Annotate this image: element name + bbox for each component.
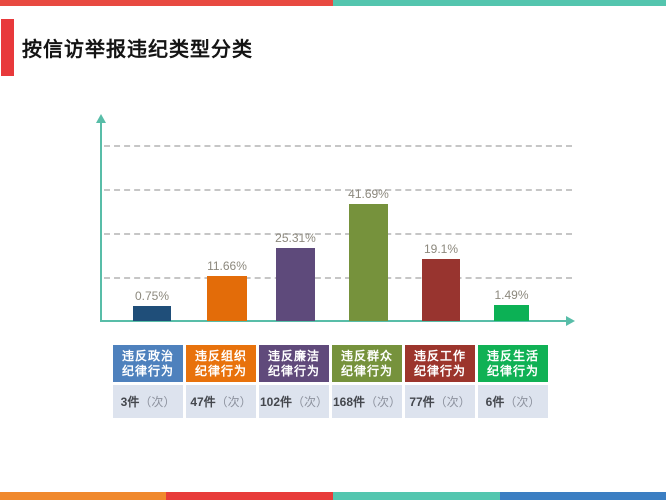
- header-line: 违反群众: [340, 348, 393, 363]
- header-line: 纪律行为: [486, 363, 539, 378]
- count-suffix: （次）: [365, 395, 402, 409]
- table-value-cell: 6件 （次）: [478, 385, 548, 418]
- bar-value-label: 0.75%: [134, 289, 170, 303]
- table-header-work: 违反工作 纪律行为: [405, 345, 475, 382]
- header-line: 违反工作: [413, 348, 466, 363]
- y-axis-arrow-icon: [96, 114, 106, 123]
- header-line: 违反组织: [194, 348, 247, 363]
- table-value-cell: 168件 （次）: [332, 385, 402, 418]
- bar-integrity: 25.31%: [275, 231, 316, 321]
- count-value: 6件: [485, 395, 505, 409]
- count-suffix: （次）: [434, 395, 471, 409]
- bar-organization: 11.66%: [207, 259, 247, 321]
- table-value-cell: 3件 （次）: [113, 385, 183, 418]
- x-axis-line: [100, 320, 566, 322]
- bar-politics: 0.75%: [133, 289, 171, 321]
- header-line: 纪律行为: [121, 363, 174, 378]
- page-title: 按信访举报违纪类型分类: [22, 39, 253, 61]
- table-header-life: 违反生活 纪律行为: [478, 345, 548, 382]
- table-value-cell: 77件 （次）: [405, 385, 475, 418]
- count-value: 168件: [332, 395, 365, 409]
- bottom-stripe-red: [166, 492, 333, 500]
- table-header-masses: 违反群众 纪律行为: [332, 345, 402, 382]
- bar-value-label: 1.49%: [494, 288, 529, 302]
- title-accent-bar: [1, 19, 14, 76]
- table-header-organization: 违反组织 纪律行为: [186, 345, 256, 382]
- y-axis-line: [100, 122, 102, 322]
- bottom-stripe-orange: [0, 492, 166, 500]
- table-header-integrity: 违反廉洁 纪律行为: [259, 345, 329, 382]
- bottom-edge-stripes: [0, 492, 666, 500]
- count-suffix: （次）: [215, 395, 252, 409]
- bar-value-label: 11.66%: [207, 259, 247, 273]
- header-line: 纪律行为: [340, 363, 393, 378]
- count-value: 3件: [120, 395, 140, 409]
- header-line: 违反廉洁: [267, 348, 320, 363]
- count-suffix: （次）: [292, 395, 329, 409]
- gridline: [104, 145, 572, 147]
- top-stripe-teal: [333, 0, 666, 6]
- header-line: 违反生活: [486, 348, 539, 363]
- table-value-cell: 47件 （次）: [186, 385, 256, 418]
- category-table: 违反政治 纪律行为 违反组织 纪律行为 违反廉洁 纪律行为 违反群众 纪律行为 …: [113, 345, 548, 418]
- bar-value-label: 41.69%: [348, 187, 389, 201]
- gridline: [104, 189, 572, 191]
- bar-work: 19.1%: [422, 242, 460, 321]
- top-edge-stripes: [0, 0, 666, 6]
- header-line: 违反政治: [121, 348, 174, 363]
- count-value: 102件: [259, 395, 292, 409]
- count-suffix: （次）: [504, 395, 541, 409]
- slide-title-block: 按信访举报违纪类型分类: [0, 19, 253, 76]
- bar-value-label: 25.31%: [275, 231, 316, 245]
- bar-masses: 41.69%: [348, 187, 389, 321]
- header-line: 纪律行为: [267, 363, 320, 378]
- header-line: 纪律行为: [194, 363, 247, 378]
- count-suffix: （次）: [139, 395, 176, 409]
- x-axis-arrow-icon: [566, 316, 575, 326]
- gridline: [104, 277, 572, 279]
- bottom-stripe-blue: [500, 492, 666, 500]
- header-line: 纪律行为: [413, 363, 466, 378]
- table-header-politics: 违反政治 纪律行为: [113, 345, 183, 382]
- bar-life: 1.49%: [494, 288, 529, 321]
- bottom-stripe-teal: [333, 492, 500, 500]
- bar-value-label: 19.1%: [423, 242, 459, 256]
- gridline: [104, 233, 572, 235]
- table-value-cell: 102件 （次）: [259, 385, 329, 418]
- count-value: 47件: [190, 395, 216, 409]
- count-value: 77件: [409, 395, 435, 409]
- top-stripe-red: [0, 0, 333, 6]
